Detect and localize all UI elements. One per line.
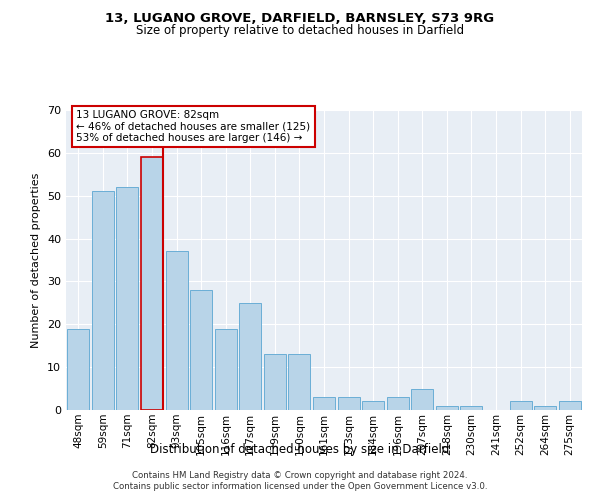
Text: 13, LUGANO GROVE, DARFIELD, BARNSLEY, S73 9RG: 13, LUGANO GROVE, DARFIELD, BARNSLEY, S7… xyxy=(106,12,494,26)
Bar xyxy=(362,402,384,410)
Bar xyxy=(190,290,212,410)
Bar xyxy=(534,406,556,410)
Text: Contains public sector information licensed under the Open Government Licence v3: Contains public sector information licen… xyxy=(113,482,487,491)
Bar xyxy=(386,397,409,410)
Bar xyxy=(436,406,458,410)
Bar xyxy=(264,354,286,410)
Text: Distribution of detached houses by size in Darfield: Distribution of detached houses by size … xyxy=(151,442,449,456)
Bar xyxy=(411,388,433,410)
Bar xyxy=(239,303,262,410)
Text: 13 LUGANO GROVE: 82sqm
← 46% of detached houses are smaller (125)
53% of detache: 13 LUGANO GROVE: 82sqm ← 46% of detached… xyxy=(76,110,310,143)
Bar xyxy=(92,192,114,410)
Bar xyxy=(215,328,237,410)
Bar xyxy=(67,328,89,410)
Bar xyxy=(116,187,139,410)
Bar xyxy=(559,402,581,410)
Bar xyxy=(338,397,359,410)
Bar xyxy=(313,397,335,410)
Bar xyxy=(509,402,532,410)
Bar xyxy=(166,252,188,410)
Text: Size of property relative to detached houses in Darfield: Size of property relative to detached ho… xyxy=(136,24,464,37)
Y-axis label: Number of detached properties: Number of detached properties xyxy=(31,172,41,348)
Text: Contains HM Land Registry data © Crown copyright and database right 2024.: Contains HM Land Registry data © Crown c… xyxy=(132,471,468,480)
Bar xyxy=(141,157,163,410)
Bar xyxy=(460,406,482,410)
Bar xyxy=(289,354,310,410)
